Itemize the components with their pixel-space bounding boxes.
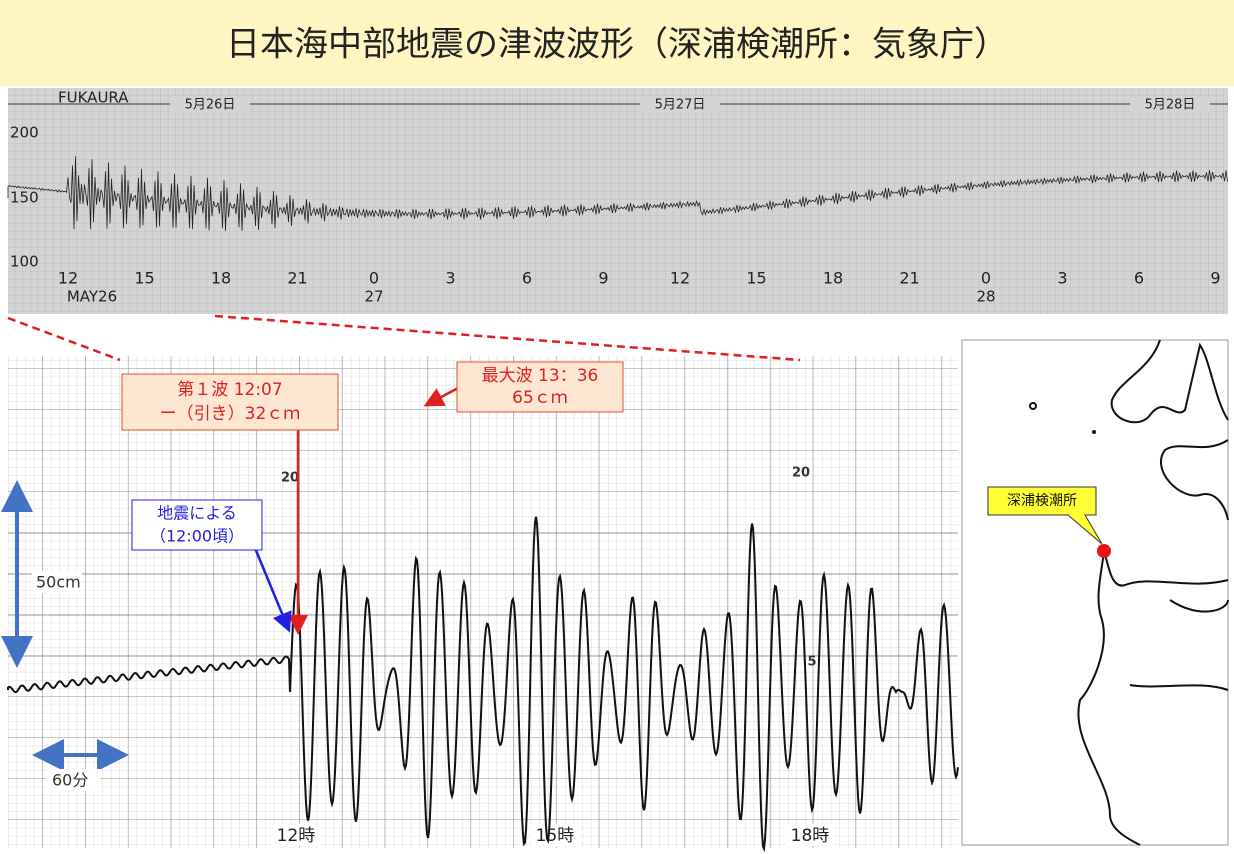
day-label: 27 [364,288,383,306]
trace [7,516,959,853]
first-wave-box [121,373,339,431]
hour-label: 18 [823,269,843,288]
hour-label: 21 [287,269,307,288]
date-label: 5月26日 [185,98,236,113]
date-label: 5月28日 [1145,98,1196,113]
island [1092,430,1096,434]
annotation: 65ｃｍ [512,388,568,408]
label-bg [46,769,100,791]
hour-label: 12 [58,269,78,288]
hour-label: 12 [670,269,690,288]
date-label: 5月27日 [655,98,706,113]
date-bg [170,96,250,113]
hour-label: 6 [522,269,532,288]
station: FUKAURA [58,89,129,107]
hour-label: 21 [899,269,919,288]
hour-label: 0 [369,269,379,288]
zoom-line [214,314,801,362]
day-label: 28 [976,288,995,306]
hour-label: 0 [981,269,991,288]
y-label: 100 [10,253,39,271]
marigram-grid [8,88,1228,314]
hour-label: 3 [1057,269,1067,288]
hour-label: 3 [445,269,455,288]
quake-box [131,499,263,551]
detail-chart: 12時 15時 18時 20 20 5 [7,356,959,853]
date-bg [640,96,720,113]
label-bg [786,824,834,846]
trace [7,156,1228,232]
annotation: 最大波 13：36 [482,366,599,386]
day-label: MAY26 [67,288,117,306]
scale-label: 60分 [52,771,88,790]
map: 深浦検潮所 [961,339,1229,846]
zoom-line [7,316,121,362]
island [1029,402,1037,410]
label-bg [531,824,579,846]
chart-mark: 20 [281,471,299,486]
hour-label: 15 [134,269,154,288]
hour-label: 9 [598,269,608,288]
chart-mark: 20 [792,466,810,481]
y-label: 150 [10,189,39,207]
title: 日本海中部地震の津波波形（深浦検潮所：気象庁） [226,25,1008,65]
arrow [423,384,463,407]
arrow [253,547,292,633]
map-frame [961,339,1229,846]
label-bg [272,824,320,846]
y-label: 200 [10,124,39,142]
annotation: 地震による [157,504,237,523]
date-bg [1130,96,1210,113]
hour-label: 18時 [791,826,830,846]
hour-label: 15 [746,269,766,288]
hour-label: 18 [211,269,231,288]
hour-label: 15時 [536,826,575,846]
label-bg [32,571,82,593]
coastline [1077,339,1229,846]
hour-label: 6 [1134,269,1144,288]
chart-mark: 5 [807,655,816,670]
max-wave-box [456,361,624,413]
annotation: 第１波 12:07 [177,380,282,400]
station-label: 深浦検潮所 [1007,493,1077,509]
hour-label: 12時 [277,826,316,846]
station-dot [1097,544,1111,558]
scale-label: 50cm [36,573,81,592]
annotation: （12:00頃） [150,527,244,546]
hour-label: 9 [1210,269,1220,288]
callout [987,486,1103,545]
annotation: ー（引き）32ｃｍ [160,404,301,424]
title-band [0,0,1234,86]
